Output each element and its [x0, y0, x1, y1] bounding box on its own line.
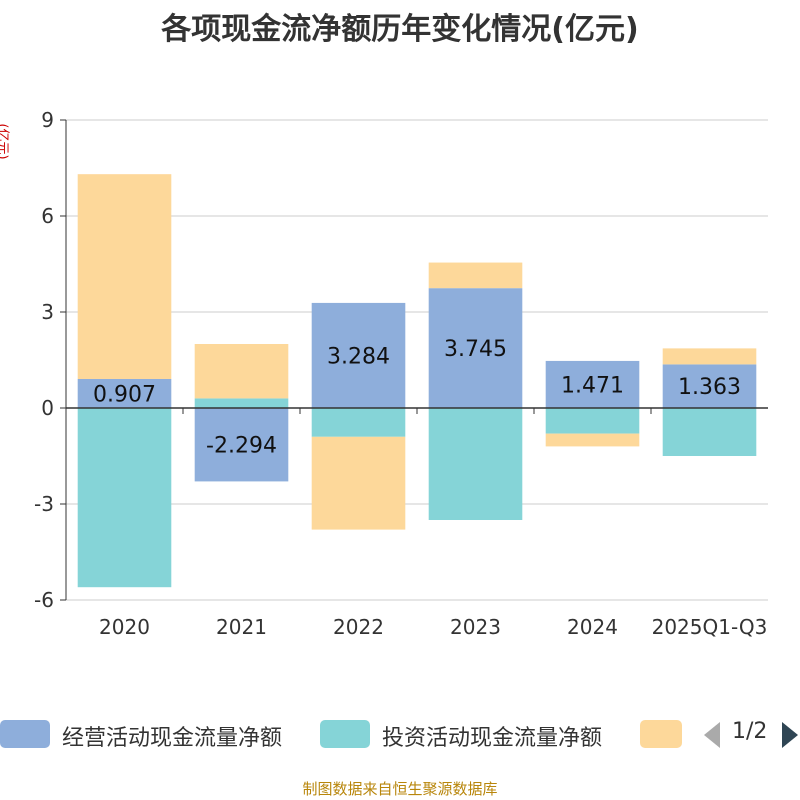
- bar-2020-series-2[interactable]: [77, 174, 172, 379]
- x-tick-label-2020: 2020: [99, 615, 150, 639]
- y-tick-label: 9: [41, 108, 54, 132]
- bar-2021-series-2[interactable]: [194, 344, 289, 399]
- data-label-2021: -2.294: [206, 434, 277, 459]
- x-tick-label-2022: 2022: [333, 615, 384, 639]
- legend-label-operating: 经营活动现金流量净额: [62, 726, 283, 751]
- labels: 0.907 -2.294 3.284 3.745 1.471 1.363: [93, 337, 741, 459]
- legend-swatch-investing: [320, 720, 370, 748]
- bar-2025Q1-Q3-series-2[interactable]: [662, 348, 757, 365]
- x-tick-label-2025Q1-Q3: 2025Q1-Q3: [652, 615, 768, 639]
- y-tick-label: 6: [41, 204, 54, 228]
- bar-2023-series-2[interactable]: [428, 262, 523, 289]
- bar-2022-series-0[interactable]: [311, 302, 406, 408]
- x-tick-label-2023: 2023: [450, 615, 501, 639]
- legend-label-investing: 投资活动现金流量净额: [382, 726, 603, 751]
- data-label-2024: 1.471: [561, 373, 624, 398]
- bar-2021-series-1[interactable]: [194, 398, 289, 408]
- x-tick-label-2021: 2021: [216, 615, 267, 639]
- bar-2021-series-0[interactable]: [194, 408, 289, 482]
- axes: 9 6 3 0 -3 -6 2020 2021 2022 2023 2024 2025Q1-Q3: [34, 108, 768, 639]
- legend: 经营活动现金流量净额 投资活动现金流量净额: [0, 716, 800, 752]
- bar-2020-series-1[interactable]: [77, 408, 172, 588]
- x-tick-label-2024: 2024: [567, 615, 618, 639]
- y-tick-label: -6: [34, 588, 54, 612]
- bar-2025Q1-Q3-series-0[interactable]: [662, 364, 757, 408]
- bar-2024-series-0[interactable]: [545, 360, 640, 408]
- y-tick-label: 0: [41, 396, 54, 420]
- bar-2024-series-2[interactable]: [545, 433, 640, 447]
- chart-plot: 9 6 3 0 -3 -6 2020 2021 2022 2023 2024 2025Q1-Q3 0.…: [34, 108, 768, 639]
- grid-lines: [66, 119, 768, 601]
- legend-prev-page-icon[interactable]: [704, 722, 720, 748]
- source-footer: 制图数据来自恒生聚源数据库: [302, 780, 498, 798]
- y-tick-label: -3: [34, 492, 54, 516]
- bar-2022-series-2[interactable]: [311, 436, 406, 530]
- bar-2020-series-0[interactable]: [77, 378, 172, 408]
- bar-2024-series-1[interactable]: [545, 408, 640, 434]
- legend-next-page-icon[interactable]: [782, 722, 798, 748]
- data-label-2020: 0.907: [93, 382, 156, 407]
- bar-2023-series-1[interactable]: [428, 408, 523, 520]
- data-label-2022: 3.284: [327, 344, 390, 369]
- bar-2022-series-1[interactable]: [311, 408, 406, 437]
- chart-title: 各项现金流净额历年变化情况(亿元): [161, 12, 639, 47]
- data-label-2025Q1-Q3: 1.363: [678, 375, 741, 400]
- bars: [77, 174, 757, 588]
- legend-page-indicator: 1/2: [732, 719, 768, 744]
- legend-swatch-operating: [0, 720, 50, 748]
- bar-2025Q1-Q3-series-1[interactable]: [662, 408, 757, 456]
- data-label-2023: 3.745: [444, 337, 507, 362]
- legend-swatch-financing: [640, 720, 682, 748]
- bar-2023-series-0[interactable]: [428, 288, 523, 408]
- y-tick-label: 3: [41, 300, 54, 324]
